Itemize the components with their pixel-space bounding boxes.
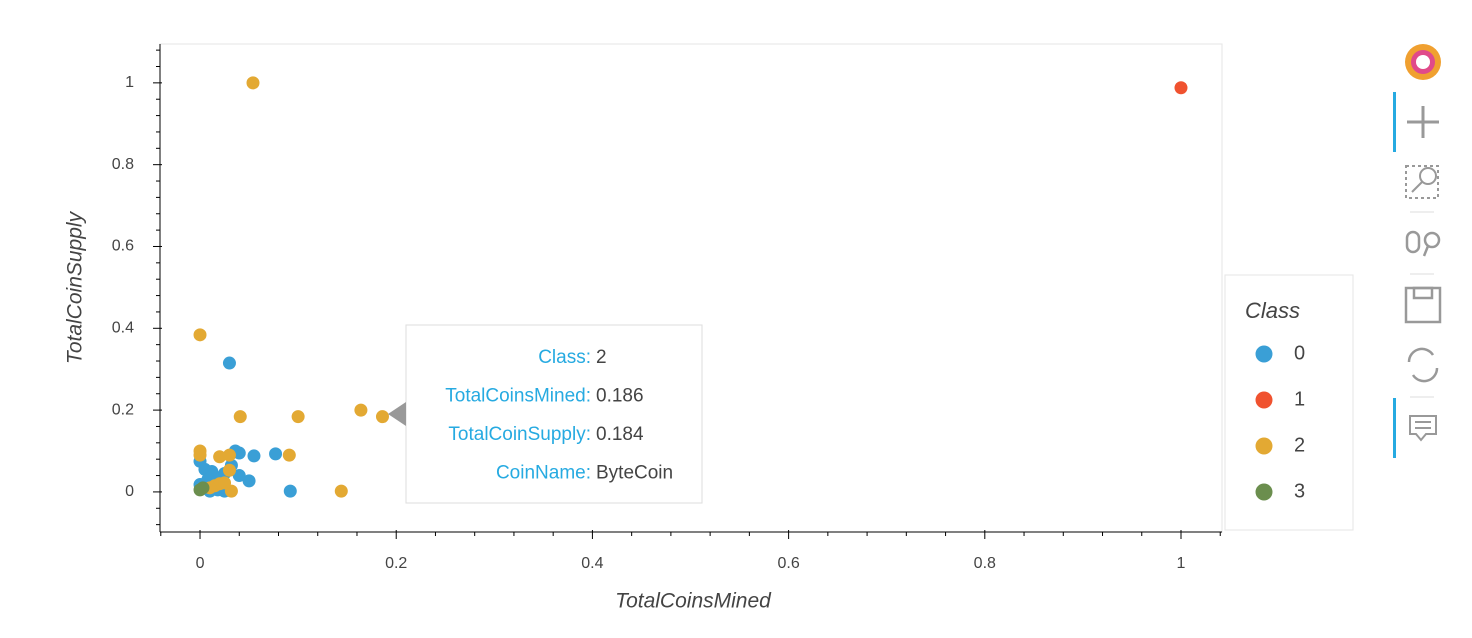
point	[283, 484, 297, 498]
point	[196, 481, 210, 495]
y-tick-label: 1	[125, 74, 134, 91]
legend-label: 3	[1294, 480, 1305, 502]
x-tick-label: 0.4	[581, 555, 603, 572]
tooltip-value: 0.184	[596, 424, 644, 445]
point	[218, 476, 232, 490]
point	[193, 448, 207, 462]
y-tick-label: 0.6	[112, 238, 134, 255]
legend-box	[1224, 274, 1354, 531]
y-tick-label: 0.4	[112, 320, 134, 337]
x-tick-label: 0.8	[974, 555, 996, 572]
legend-swatch	[1255, 391, 1273, 409]
point	[222, 356, 236, 370]
y-axis-label: TotalCoinSupply	[64, 210, 87, 364]
tooltip-value: 2	[596, 347, 607, 368]
tooltip-arrow	[388, 402, 406, 426]
reset-tool[interactable]	[1407, 347, 1439, 383]
pan-tool[interactable]	[1407, 106, 1439, 138]
x-axis-label: TotalCoinsMined	[615, 590, 772, 613]
x-tick-label: 0	[196, 555, 205, 572]
wheel-zoom-tool[interactable]	[1405, 230, 1441, 257]
point	[375, 410, 389, 424]
point	[291, 410, 305, 424]
point	[193, 328, 207, 342]
tooltip-label: CoinName:	[496, 463, 591, 484]
legend-label: 2	[1294, 434, 1305, 456]
point	[242, 474, 256, 488]
point	[232, 446, 246, 460]
point	[232, 469, 246, 483]
y-tick-label: 0.2	[112, 401, 134, 418]
point	[282, 448, 296, 462]
hover-tool[interactable]	[1409, 415, 1437, 442]
point	[246, 76, 260, 90]
legend-title: Class	[1245, 298, 1300, 323]
point	[354, 403, 368, 417]
active-indicator	[1393, 398, 1396, 458]
x-tick-label: 0.2	[385, 555, 407, 572]
x-tick-label: 0.6	[777, 555, 799, 572]
point	[222, 463, 236, 477]
y-tick-label: 0	[125, 483, 134, 500]
box-zoom-tool[interactable]	[1405, 165, 1439, 199]
bokeh-logo[interactable]	[1405, 44, 1441, 80]
legend-label: 0	[1294, 342, 1305, 364]
point	[213, 450, 227, 464]
tooltip-value: 0.186	[596, 386, 644, 407]
toolbar	[1393, 44, 1442, 458]
save-tool[interactable]	[1404, 286, 1442, 324]
legend-swatch	[1255, 345, 1273, 363]
tooltip-label: TotalCoinSupply:	[448, 424, 591, 445]
point	[247, 449, 261, 463]
tooltip-label: TotalCoinsMined:	[445, 386, 591, 407]
legend-swatch	[1255, 437, 1273, 455]
point	[269, 447, 283, 461]
x-tick-label: 1	[1177, 555, 1186, 572]
point	[334, 484, 348, 498]
y-tick-label: 0.8	[112, 156, 134, 173]
tooltip-value: ByteCoin	[596, 463, 673, 484]
point	[1174, 81, 1188, 95]
tooltip-label: Class:	[538, 347, 591, 368]
legend-label: 1	[1294, 388, 1305, 410]
point	[233, 410, 247, 424]
legend-swatch	[1255, 483, 1273, 501]
point	[222, 448, 236, 462]
active-indicator	[1393, 92, 1396, 152]
